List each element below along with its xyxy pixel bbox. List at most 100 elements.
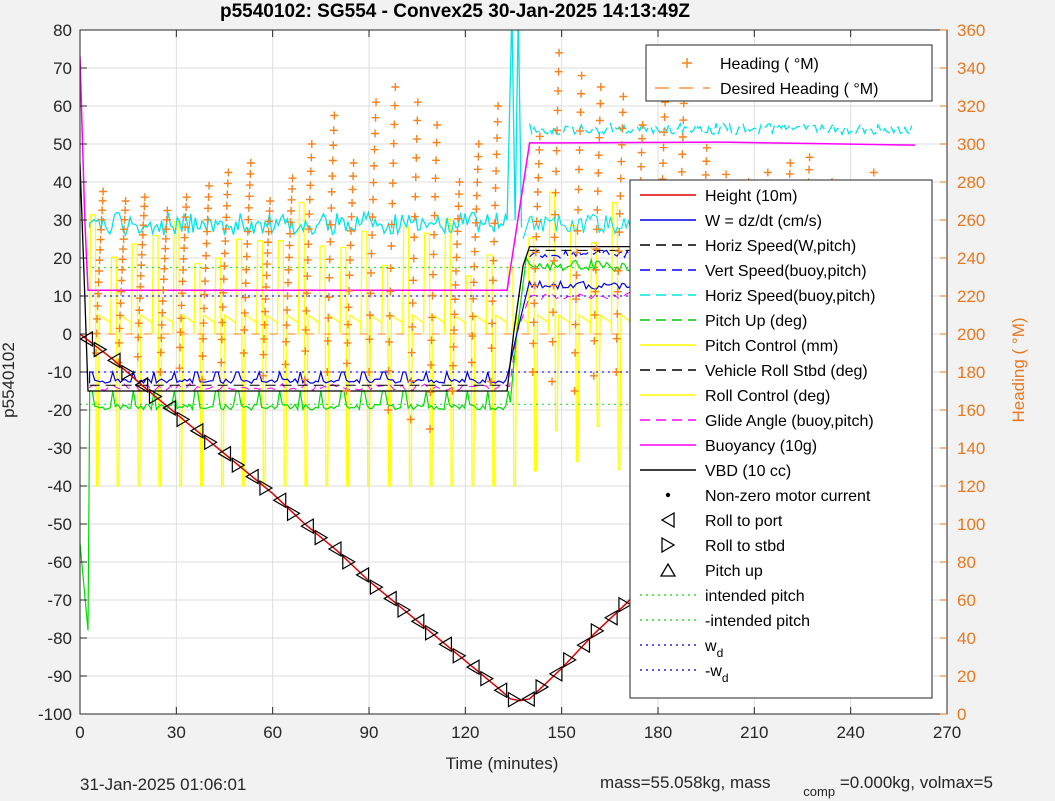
heading-marker — [428, 313, 437, 322]
heading-marker — [432, 138, 441, 147]
x-tick-label: 150 — [547, 723, 575, 742]
y-tick-label-left: 50 — [53, 135, 72, 154]
roll-to-port-marker — [603, 609, 618, 626]
heading-marker — [430, 230, 439, 239]
heading-marker — [243, 239, 252, 248]
heading-marker — [534, 159, 543, 168]
heading-marker — [429, 270, 438, 279]
heading-marker — [223, 179, 232, 188]
heading-marker — [408, 299, 417, 308]
heading-marker — [343, 338, 352, 347]
x-tick-label: 120 — [451, 723, 479, 742]
legend-label: Pitch Control (mm) — [705, 338, 838, 355]
heading-marker — [284, 265, 293, 274]
roll-to-port-marker — [521, 691, 535, 708]
heading-marker — [637, 162, 646, 171]
heading-marker — [494, 102, 503, 110]
heading-marker — [533, 188, 542, 196]
heading-marker — [369, 195, 378, 204]
heading-marker — [548, 377, 557, 386]
heading-marker — [181, 213, 190, 222]
footer-timestamp: 31-Jan-2025 01:06:01 — [80, 775, 246, 794]
heading-marker — [590, 310, 599, 319]
roll-to-stbd-marker — [480, 670, 495, 687]
heading-marker — [162, 225, 171, 234]
y-tick-label-left: -60 — [47, 553, 72, 572]
heading-marker — [325, 255, 334, 264]
heading-marker — [219, 288, 228, 297]
heading-marker — [455, 178, 464, 186]
heading-marker — [92, 329, 101, 338]
y-tick-label-right: 40 — [957, 629, 976, 648]
y-tick-label-right: 300 — [957, 135, 985, 154]
heading-marker — [370, 145, 379, 154]
roll-to-stbd-marker — [397, 601, 412, 619]
heading-marker — [202, 251, 211, 260]
heading-marker — [617, 140, 626, 149]
roll-to-stbd-marker — [342, 553, 356, 570]
heading-marker — [201, 264, 210, 273]
heading-marker — [592, 225, 601, 234]
legend-main: Height (10m) W = dz/dt (cm/s) Horiz Speed(… — [629, 179, 933, 699]
heading-marker — [550, 233, 559, 242]
heading-marker — [243, 227, 252, 236]
heading-marker — [412, 153, 421, 162]
roll-to-port-marker — [106, 352, 121, 369]
legend-label: Non-zero motor current — [705, 488, 871, 505]
heading-marker — [162, 215, 171, 224]
heading-marker — [346, 256, 355, 265]
heading-marker — [370, 161, 379, 170]
heading-marker — [286, 229, 295, 238]
series-horiz-speed-buoy-ascent — [528, 121, 913, 136]
heading-marker — [407, 377, 416, 386]
roll-to-port-marker — [383, 590, 397, 607]
y-tick-label-left: 70 — [53, 59, 72, 78]
heading-marker — [344, 320, 353, 329]
heading-marker — [488, 297, 497, 306]
heading-marker — [218, 303, 227, 312]
heading-marker — [471, 233, 480, 242]
heading-marker — [282, 337, 291, 346]
heading-marker — [260, 334, 269, 343]
roll-to-port-marker — [327, 540, 342, 558]
y-tick-label-right: 80 — [957, 553, 976, 572]
heading-marker — [427, 336, 436, 345]
heading-marker — [325, 273, 334, 282]
heading-marker — [157, 320, 166, 329]
y-tick-label-left: 10 — [53, 287, 72, 306]
heading-marker — [181, 223, 190, 232]
heading-marker — [262, 271, 271, 280]
heading-marker — [412, 135, 421, 144]
heading-marker — [347, 226, 356, 235]
heading-marker — [548, 337, 557, 346]
legend-label-subscript: d — [717, 646, 724, 660]
heading-marker — [220, 249, 229, 258]
heading-marker — [346, 241, 355, 250]
heading-marker — [218, 318, 227, 327]
y-tick-label-right: 320 — [957, 97, 985, 116]
heading-marker — [118, 255, 127, 264]
roll-to-port-marker — [465, 659, 480, 676]
heading-marker — [589, 371, 598, 380]
heading-marker — [574, 185, 583, 194]
heading-marker — [474, 152, 483, 161]
heading-marker — [178, 277, 187, 286]
y-tick-label-left: -80 — [47, 629, 72, 648]
x-tick-label: 270 — [933, 723, 961, 742]
heading-marker — [407, 348, 416, 357]
heading-marker — [263, 249, 272, 258]
chart-title: p5540102: SG554 - Convex25 30-Jan-2025 1… — [220, 1, 690, 22]
heading-marker — [223, 190, 232, 199]
series-glide-angle — [89, 291, 912, 392]
y-tick-label-left: -40 — [47, 477, 72, 496]
heading-marker — [389, 139, 398, 148]
heading-marker — [217, 335, 226, 344]
roll-to-stbd-marker — [231, 457, 246, 474]
heading-marker — [115, 324, 124, 333]
heading-marker — [570, 387, 579, 395]
legend-heading-swatch — [682, 58, 692, 68]
heading-marker — [431, 192, 440, 201]
heading-marker — [453, 240, 462, 249]
heading-marker — [593, 187, 602, 196]
heading-marker — [470, 247, 479, 256]
